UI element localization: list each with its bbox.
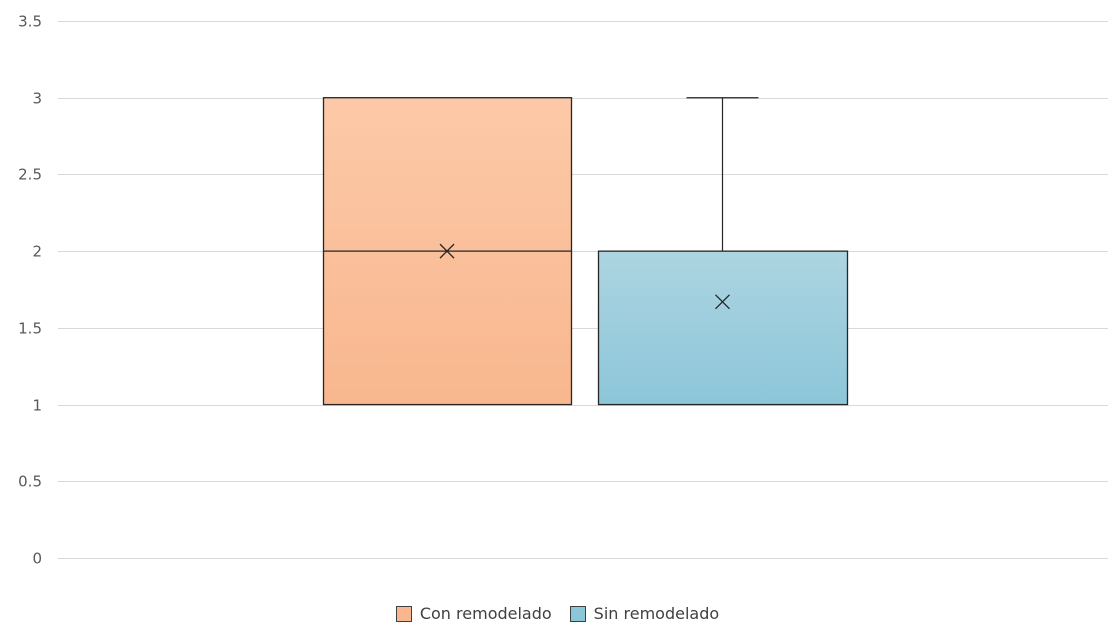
y-tick-label: 2.5 (18, 166, 42, 184)
y-tick-label: 3 (32, 90, 42, 108)
boxes (322, 97, 849, 406)
legend-label-sin-remodelado: Sin remodelado (593, 604, 720, 623)
legend-item-con-remodelado[interactable]: Con remodelado (395, 604, 552, 623)
y-tick-label: 2 (32, 243, 42, 261)
box (597, 250, 849, 406)
legend-swatch-sin-remodelado (569, 605, 586, 622)
mean-marker (439, 243, 455, 259)
y-tick-label: 0.5 (18, 473, 42, 491)
box-group-con-remodelado (322, 97, 573, 406)
legend-item-sin-remodelado[interactable]: Sin remodelado (569, 604, 720, 623)
box-plot-chart: 0 0.5 1 1.5 2 2.5 3 3.5 (18, 13, 1108, 568)
y-tick-label: 1.5 (18, 320, 42, 338)
legend-swatch-con-remodelado (395, 605, 412, 622)
y-tick-label: 0 (32, 550, 42, 568)
mean-marker-stroke (439, 243, 455, 259)
y-tick-label: 3.5 (18, 13, 42, 31)
box-group-sin-remodelado (597, 97, 849, 406)
mean-marker (715, 294, 730, 310)
mean-marker-stroke (715, 294, 730, 310)
legend: Con remodelado Sin remodelado (0, 604, 1115, 623)
y-tick-label: 1 (32, 397, 42, 415)
legend-label-con-remodelado: Con remodelado (419, 604, 552, 623)
gridlines (58, 21, 1108, 559)
y-axis-tick-labels: 0 0.5 1 1.5 2 2.5 3 3.5 (18, 13, 42, 568)
